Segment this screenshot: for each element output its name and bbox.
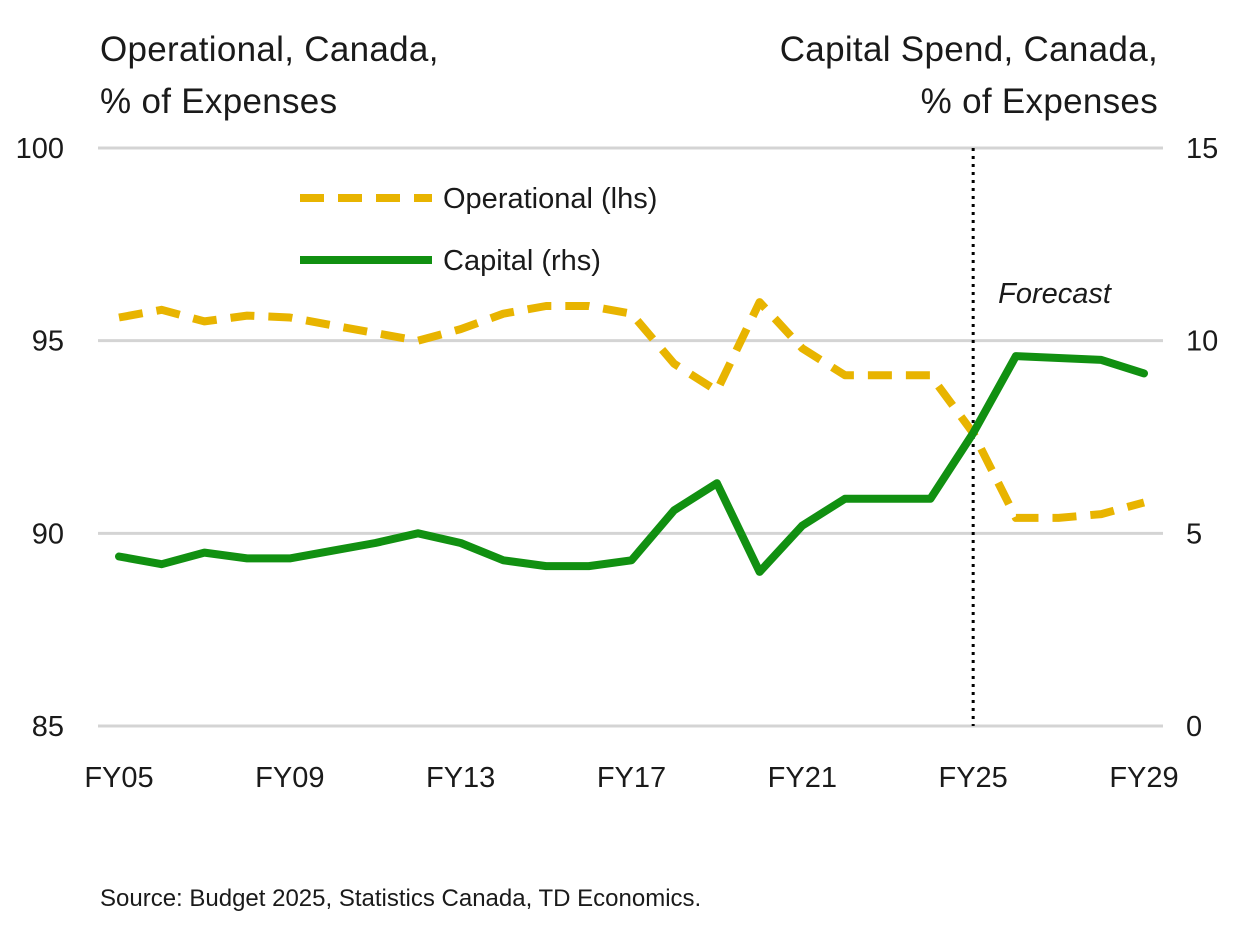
line-chart: 85 90 95 100 0 5 10 15 FY05 FY09 FY13 FY17 FY21 FY2… (16, 133, 1219, 794)
x-tick-label: FY05 (84, 762, 153, 794)
left-tick-label: 85 (32, 711, 64, 743)
x-tick-label: FY29 (1109, 762, 1178, 794)
right-tick-label: 0 (1186, 711, 1202, 743)
left-axis-title-line-1: Operational, Canada, (100, 30, 439, 69)
right-tick-label: 5 (1186, 518, 1202, 550)
series (115, 298, 1148, 576)
x-tick-label: FY21 (768, 762, 837, 794)
x-axis-ticks: FY05 FY09 FY13 FY17 FY21 FY25 FY29 (84, 762, 1178, 794)
source-note: Source: Budget 2025, Statistics Canada, … (100, 885, 702, 912)
left-axis-ticks: 85 90 95 100 (16, 133, 64, 743)
forecast-label: Forecast (998, 278, 1113, 310)
x-tick-label: FY13 (426, 762, 495, 794)
right-axis-title: Capital Spend, Canada, % of Expenses (780, 24, 1158, 128)
legend-label: Capital (rhs) (443, 245, 601, 277)
right-tick-label: 15 (1186, 133, 1218, 165)
legend: Operational (lhs) Capital (rhs) (300, 183, 657, 277)
gridlines (98, 146, 1163, 728)
legend-label: Operational (lhs) (443, 183, 657, 215)
left-tick-label: 90 (32, 518, 64, 550)
left-axis-title-line-2: % of Expenses (100, 82, 338, 121)
left-axis-title: Operational, Canada, % of Expenses (100, 24, 439, 128)
right-axis-title-line-2: % of Expenses (920, 82, 1158, 121)
capital-series-line (115, 352, 1148, 576)
right-axis-ticks: 0 5 10 15 (1186, 133, 1218, 743)
right-tick-label: 10 (1186, 326, 1218, 358)
x-tick-label: FY25 (939, 762, 1008, 794)
left-tick-label: 95 (32, 326, 64, 358)
right-axis-title-line-1: Capital Spend, Canada, (779, 30, 1158, 69)
x-tick-label: FY17 (597, 762, 666, 794)
left-tick-label: 100 (16, 133, 64, 165)
x-tick-label: FY09 (255, 762, 324, 794)
